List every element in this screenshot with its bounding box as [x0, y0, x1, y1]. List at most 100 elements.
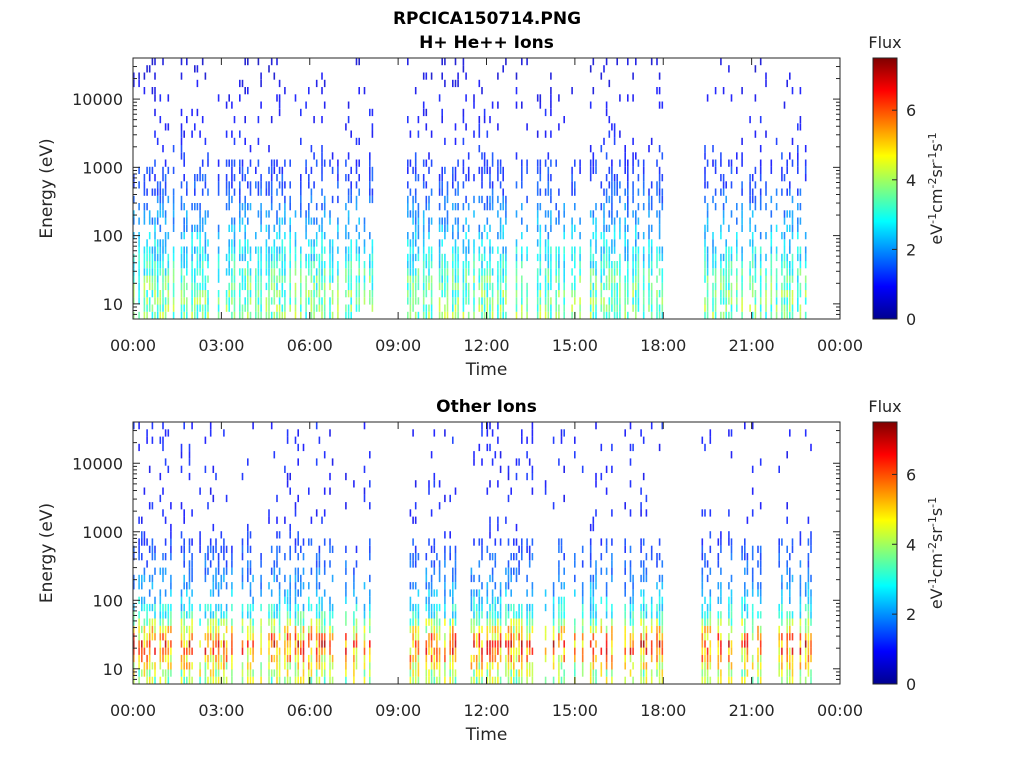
- flux-cell: [276, 304, 278, 312]
- flux-cell: [613, 246, 616, 254]
- flux-cell: [438, 676, 441, 684]
- flux-cell: [194, 224, 196, 232]
- flux-cell: [505, 58, 507, 66]
- flux-cell: [730, 625, 733, 634]
- flux-cell: [600, 443, 603, 452]
- flux-cell: [310, 297, 313, 305]
- flux-cell: [186, 188, 188, 196]
- flux-cell: [331, 268, 334, 276]
- flux-cell: [323, 101, 326, 109]
- flux-cell: [720, 224, 722, 232]
- flux-cell: [143, 174, 146, 182]
- flux-cell: [600, 304, 603, 312]
- flux-cell: [355, 560, 358, 568]
- flux-cell: [714, 268, 717, 276]
- flux-cell: [350, 297, 352, 305]
- flux-cell: [563, 246, 565, 254]
- flux-cell: [428, 304, 430, 312]
- flux-cell: [528, 633, 531, 641]
- flux-cell: [611, 246, 613, 254]
- flux-cell: [603, 261, 605, 269]
- flux-cell: [804, 633, 807, 641]
- flux-cell: [486, 611, 489, 619]
- flux-cell: [465, 232, 467, 240]
- flux-cell: [297, 662, 299, 670]
- flux-cell: [241, 253, 244, 262]
- flux-cell: [308, 290, 310, 298]
- flux-cell: [436, 553, 438, 561]
- x-axis-label: Time: [465, 725, 508, 745]
- flux-cell: [595, 625, 597, 634]
- flux-cell: [204, 275, 207, 283]
- flux-cell: [321, 159, 323, 167]
- flux-cell: [521, 669, 523, 677]
- flux-cell: [371, 195, 374, 204]
- flux-cell: [605, 304, 608, 312]
- flux-cell: [321, 516, 323, 524]
- flux-cell: [428, 618, 430, 626]
- flux-cell: [289, 676, 291, 684]
- flux-cell: [656, 159, 658, 167]
- flux-cell: [252, 422, 254, 430]
- flux-cell: [315, 603, 318, 612]
- flux-cell: [331, 152, 334, 160]
- flux-cell: [430, 633, 433, 641]
- flux-cell: [494, 654, 497, 663]
- flux-cell: [759, 611, 762, 619]
- flux-cell: [526, 545, 528, 553]
- flux-cell: [268, 145, 270, 153]
- flux-cell: [138, 181, 140, 189]
- flux-cell: [804, 275, 807, 283]
- flux-cell: [619, 181, 621, 189]
- flux-cell: [244, 232, 246, 240]
- flux-cell: [151, 282, 154, 291]
- flux-cell: [355, 275, 358, 283]
- flux-cell: [589, 159, 592, 167]
- flux-cell: [515, 101, 518, 109]
- flux-cell: [204, 239, 207, 247]
- flux-cell: [159, 567, 162, 575]
- flux-cell: [600, 662, 603, 670]
- flux-cell: [759, 625, 762, 634]
- flux-cell: [231, 545, 233, 553]
- flux-cell: [558, 603, 560, 612]
- flux-cell: [162, 261, 164, 269]
- flux-cell: [789, 647, 791, 655]
- flux-cell: [159, 640, 162, 648]
- flux-cell: [417, 625, 420, 634]
- flux-cell: [194, 65, 196, 73]
- flux-cell: [162, 603, 164, 612]
- flux-cell: [337, 246, 339, 254]
- flux-cell: [491, 203, 494, 211]
- flux-cell: [207, 618, 209, 626]
- flux-cell: [412, 217, 414, 225]
- flux-cell: [499, 465, 502, 473]
- flux-cell: [446, 195, 449, 204]
- flux-cell: [799, 582, 802, 590]
- flux-cell: [270, 669, 273, 677]
- flux-cell: [284, 553, 286, 561]
- flux-cell: [371, 166, 374, 174]
- flux-cell: [249, 560, 252, 568]
- flux-cell: [603, 246, 605, 254]
- flux-cell: [167, 268, 170, 276]
- flux-cell: [268, 603, 270, 612]
- flux-cell: [635, 297, 637, 305]
- flux-cell: [278, 79, 281, 88]
- flux-cell: [244, 137, 246, 145]
- flux-cell: [786, 545, 788, 553]
- flux-cell: [331, 545, 334, 553]
- flux-cell: [555, 159, 557, 167]
- flux-cell: [281, 282, 284, 291]
- flux-cell: [247, 560, 249, 568]
- flux-cell: [239, 79, 241, 88]
- flux-cell: [751, 509, 754, 517]
- flux-cell: [497, 647, 499, 655]
- flux-cell: [239, 239, 241, 247]
- flux-cell: [648, 282, 650, 291]
- flux-cell: [422, 275, 425, 283]
- flux-cell: [499, 159, 502, 167]
- flux-cell: [624, 297, 626, 305]
- flux-cell: [302, 640, 305, 648]
- flux-cell: [627, 224, 629, 232]
